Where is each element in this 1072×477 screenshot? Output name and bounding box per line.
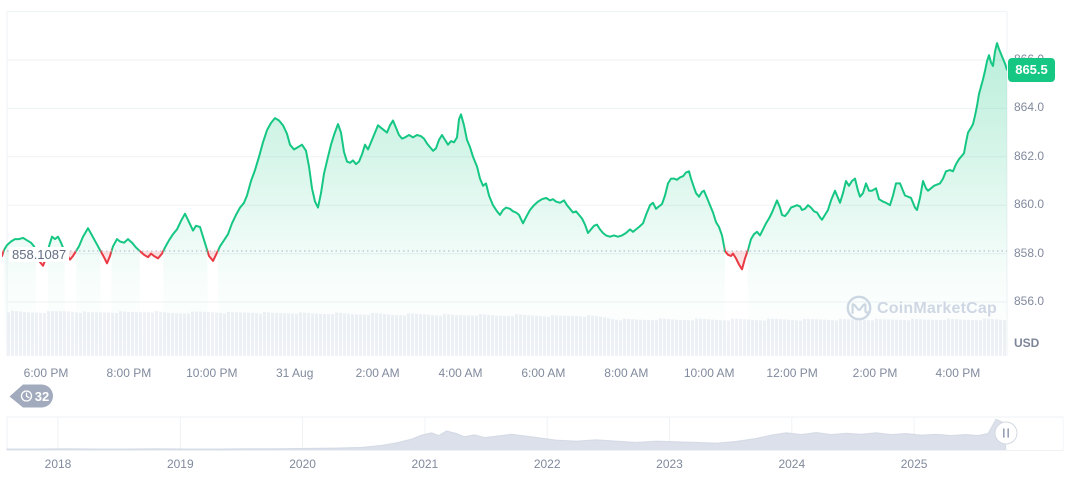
x-axis-label: 12:00 PM: [766, 366, 818, 380]
x-axis-label: 10:00 PM: [186, 366, 238, 380]
x-axis-label: 4:00 AM: [438, 366, 483, 380]
current-price-badge: 865.5: [1008, 58, 1055, 82]
year-label: 2022: [533, 457, 561, 471]
history-badge: [9, 384, 54, 408]
x-axis-label: 6:00 PM: [23, 366, 69, 380]
y-axis-label: 856.0: [1014, 294, 1045, 308]
x-axis-label: 8:00 PM: [106, 366, 152, 380]
year-label: 2025: [900, 457, 928, 471]
x-axis-label: 2:00 AM: [355, 366, 400, 380]
year-label: 2023: [656, 457, 683, 471]
history-badge-count: 32: [34, 389, 50, 404]
year-label: 2024: [778, 457, 806, 471]
y-axis-label: 860.0: [1014, 197, 1045, 212]
year-label: 2019: [166, 457, 194, 471]
range-navigator[interactable]: [6, 416, 1064, 451]
x-axis-label: 2:00 PM: [852, 366, 898, 380]
baseline-price-label: 858.1087: [9, 247, 70, 262]
price-area-up: [3, 43, 1007, 356]
y-axis-label: 864.0: [1014, 100, 1045, 115]
currency-label: USD: [1014, 336, 1040, 350]
year-label: 2020: [289, 457, 316, 471]
price-line-up: [3, 42, 1007, 271]
x-axis-label: 6:00 AM: [521, 366, 566, 380]
year-label: 2018: [44, 457, 72, 471]
navigator-handle-right[interactable]: [994, 421, 1018, 445]
y-axis-label: 862.0: [1014, 148, 1045, 163]
coinmarketcap-watermark-text: CoinMarketCap: [877, 300, 997, 317]
clock-icon: [20, 390, 33, 402]
x-axis-label: 8:00 AM: [604, 366, 649, 380]
x-axis-label: 10:00 AM: [683, 366, 735, 380]
navigator-area: [7, 419, 1006, 450]
x-axis-label: 4:00 PM: [935, 366, 981, 380]
year-label: 2021: [411, 457, 439, 471]
x-axis-label: 31 Aug: [276, 366, 314, 380]
y-axis-label: 858.0: [1014, 245, 1045, 260]
